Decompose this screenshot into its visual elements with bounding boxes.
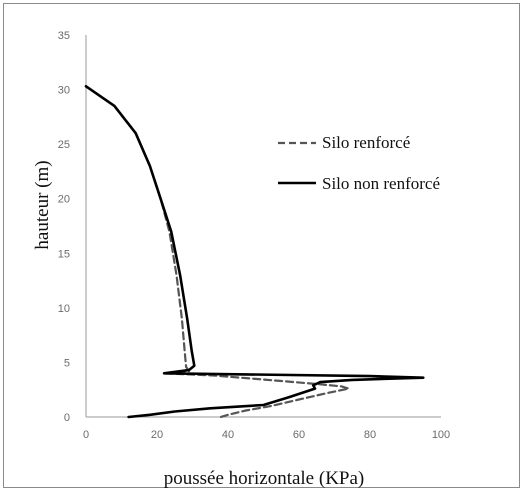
series-line-non-renforce [84, 85, 425, 419]
y-tick-label: 20 [58, 194, 70, 206]
y-tick-label: 0 [64, 412, 70, 424]
series-lines [84, 85, 425, 419]
x-tick-label: 60 [293, 429, 305, 441]
y-tick-label: 15 [58, 248, 70, 260]
y-tick-label: 5 [64, 357, 70, 369]
x-tick-label: 20 [151, 429, 163, 441]
legend-label-renforce: Silo renforcé [322, 133, 410, 152]
x-tick-label: 80 [364, 429, 376, 441]
chart-frame [3, 3, 520, 488]
y-tick-label: 10 [58, 303, 70, 315]
legend-label-non-renforce: Silo non renforcé [322, 174, 440, 193]
y-tick-label: 30 [58, 85, 70, 97]
series-line-renforce [84, 85, 350, 419]
legend: Silo renforcé Silo non renforcé [278, 133, 440, 193]
x-axis-title: poussée horizontale (KPa) [164, 468, 365, 489]
y-axis-title: hauteur (m) [32, 160, 53, 249]
y-tick-label: 35 [58, 30, 70, 42]
x-tick-label: 40 [222, 429, 234, 441]
x-tick-label: 0 [83, 429, 89, 441]
y-tick-label: 25 [58, 139, 70, 151]
axes [85, 35, 441, 418]
tick-labels: 0 20 40 60 80 100 0 5 10 15 20 25 30 35 [58, 30, 450, 441]
x-tick-label: 100 [432, 429, 450, 441]
